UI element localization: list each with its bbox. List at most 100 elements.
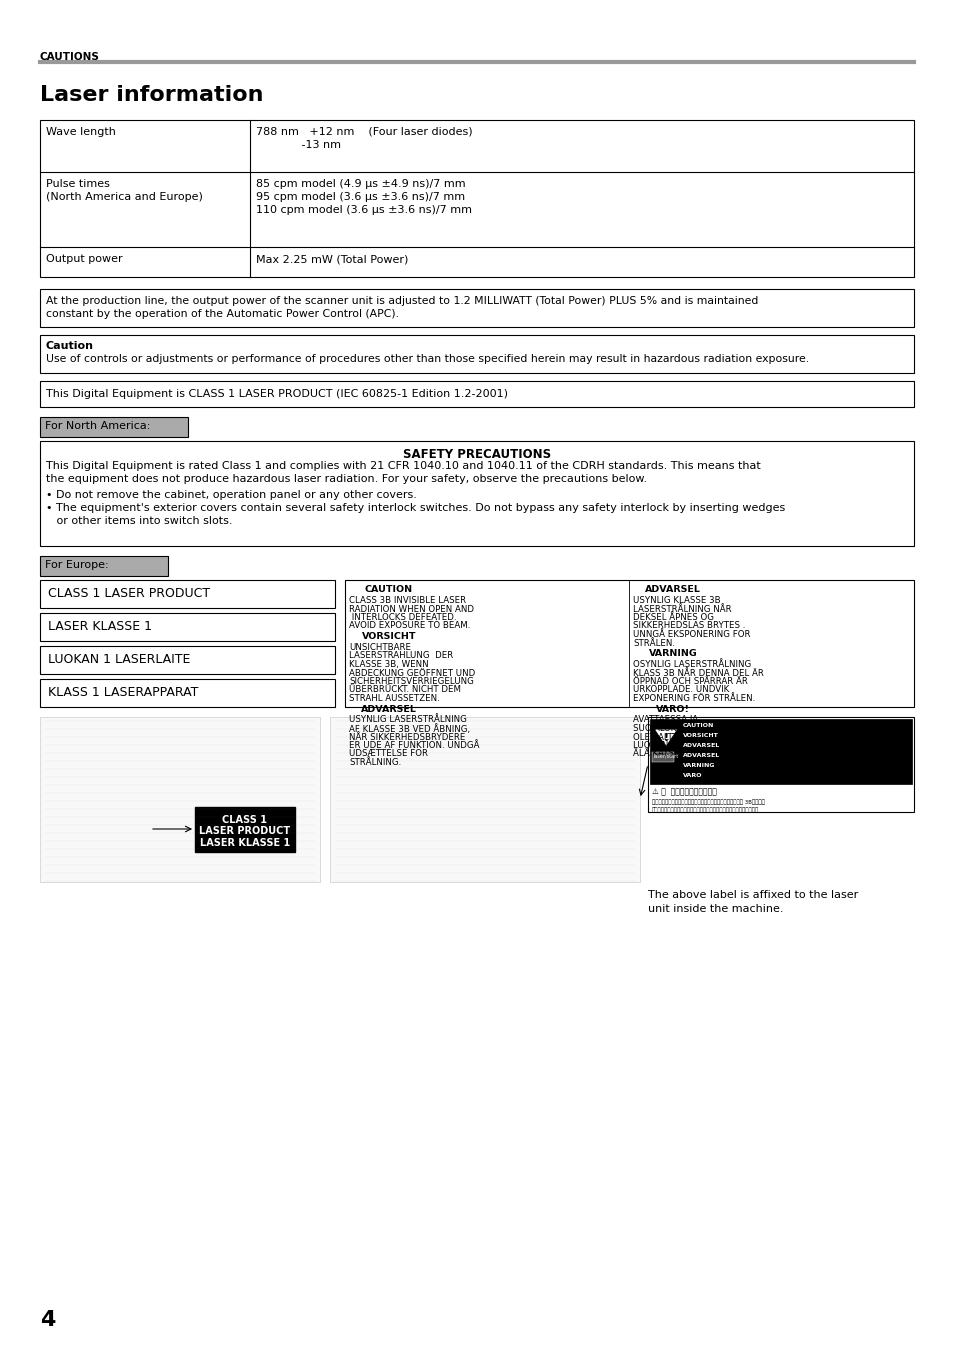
Text: LASERSTRÅLNING NÅR: LASERSTRÅLNING NÅR bbox=[633, 604, 731, 613]
Text: VARO: VARO bbox=[682, 773, 701, 778]
Text: AF KLASSE 3B VED ÅBNING,: AF KLASSE 3B VED ÅBNING, bbox=[349, 724, 470, 734]
Bar bbox=[40, 613, 335, 640]
Text: CLASS 1 LASER PRODUCT: CLASS 1 LASER PRODUCT bbox=[48, 586, 210, 600]
Text: The above label is affixed to the laser: The above label is affixed to the laser bbox=[647, 890, 858, 900]
Text: SICHERHEITSVERRIEGELUNG: SICHERHEITSVERRIEGELUNG bbox=[349, 677, 474, 686]
Text: VORSICHT: VORSICHT bbox=[361, 632, 416, 640]
Text: At the production line, the output power of the scanner unit is adjusted to 1.2 : At the production line, the output power… bbox=[46, 296, 758, 305]
Text: KLASS 1 LASERAPPARAT: KLASS 1 LASERAPPARAT bbox=[48, 686, 198, 698]
Text: 4: 4 bbox=[40, 1310, 55, 1329]
Text: This Digital Equipment is CLASS 1 LASER PRODUCT (IEC 60825-1 Edition 1.2-2001): This Digital Equipment is CLASS 1 LASER … bbox=[46, 389, 507, 399]
Text: For Europe:: For Europe: bbox=[45, 561, 109, 570]
Text: (North America and Europe): (North America and Europe) bbox=[46, 192, 203, 203]
Text: Use of controls or adjustments or performance of procedures other than those spe: Use of controls or adjustments or perfor… bbox=[46, 354, 808, 363]
Text: USYNLIG KLASSE 3B: USYNLIG KLASSE 3B bbox=[633, 596, 720, 605]
Text: Caution: Caution bbox=[46, 340, 94, 351]
Text: ⚠ 注  意（サービスマン用）: ⚠ 注 意（サービスマン用） bbox=[651, 788, 716, 796]
Bar bbox=[40, 557, 168, 576]
Text: VARNING: VARNING bbox=[648, 648, 697, 658]
Text: CAUTIONS: CAUTIONS bbox=[40, 51, 100, 62]
Text: CLASS 1: CLASS 1 bbox=[222, 815, 267, 825]
Text: VARO!: VARO! bbox=[656, 704, 689, 713]
Text: 95 cpm model (3.6 μs ±3.6 ns)/7 mm: 95 cpm model (3.6 μs ±3.6 ns)/7 mm bbox=[255, 192, 465, 203]
Bar bbox=[649, 719, 911, 784]
Text: SUOJALUKITUS OHITETTAESSA: SUOJALUKITUS OHITETTAESSA bbox=[633, 724, 762, 734]
Text: Output power: Output power bbox=[46, 254, 123, 263]
Text: UNNGÅ EKSPONERING FOR: UNNGÅ EKSPONERING FOR bbox=[633, 630, 750, 639]
Text: STRÅLEN.: STRÅLEN. bbox=[633, 639, 675, 647]
Text: LASERSTRAHLUNG  DER: LASERSTRAHLUNG DER bbox=[349, 651, 453, 661]
Text: OSYNLIG LASERSTRÅLNING: OSYNLIG LASERSTRÅLNING bbox=[633, 661, 750, 669]
Text: SIKKERHEDSLAS BRYTES .: SIKKERHEDSLAS BRYTES . bbox=[633, 621, 744, 631]
Text: • The equipment's exterior covers contain several safety interlock switches. Do : • The equipment's exterior covers contai… bbox=[46, 503, 784, 513]
Bar bbox=[194, 807, 294, 852]
Text: INTERLOCKS DEFEATED.: INTERLOCKS DEFEATED. bbox=[349, 613, 456, 621]
Text: KLASSE 3B, WENN: KLASSE 3B, WENN bbox=[349, 661, 428, 669]
Text: For North America:: For North America: bbox=[45, 422, 151, 431]
Text: 110 cpm model (3.6 μs ±3.6 ns)/7 mm: 110 cpm model (3.6 μs ±3.6 ns)/7 mm bbox=[255, 205, 472, 215]
Text: カバーを開けてインターロックを無効にした場合には、クラス 3Bレーザー: カバーを開けてインターロックを無効にした場合には、クラス 3Bレーザー bbox=[651, 798, 764, 805]
Text: Wave length: Wave length bbox=[46, 127, 115, 136]
Bar bbox=[40, 646, 335, 674]
Text: constant by the operation of the Automatic Power Control (APC).: constant by the operation of the Automat… bbox=[46, 309, 398, 319]
Text: RADIATION WHEN OPEN AND: RADIATION WHEN OPEN AND bbox=[349, 604, 474, 613]
Text: ÜBERBRÜCKT. NICHT DEM: ÜBERBRÜCKT. NICHT DEM bbox=[349, 685, 460, 694]
Text: !: ! bbox=[662, 734, 668, 743]
Text: DEKSEL ÅPNES OG: DEKSEL ÅPNES OG bbox=[633, 613, 713, 621]
Text: LUOKAN 3B LASERSÄTEILYLLE.: LUOKAN 3B LASERSÄTEILYLLE. bbox=[633, 740, 763, 750]
Text: • Do not remove the cabinet, operation panel or any other covers.: • Do not remove the cabinet, operation p… bbox=[46, 490, 416, 500]
Text: USYNLIG LASERSTRÅLNING: USYNLIG LASERSTRÅLNING bbox=[349, 716, 466, 724]
Text: ADVARSEL: ADVARSEL bbox=[682, 753, 720, 758]
Bar bbox=[40, 580, 335, 608]
Text: unit inside the machine.: unit inside the machine. bbox=[647, 904, 782, 915]
Text: CLASS 3B INVISIBLE LASER: CLASS 3B INVISIBLE LASER bbox=[349, 596, 466, 605]
Text: the equipment does not produce hazardous laser radiation. For your safety, obser: the equipment does not produce hazardous… bbox=[46, 474, 646, 484]
Text: -13 nm: -13 nm bbox=[255, 141, 340, 150]
Bar bbox=[40, 381, 913, 407]
Polygon shape bbox=[654, 730, 678, 747]
Text: LASER PRODUCT: LASER PRODUCT bbox=[199, 825, 291, 836]
Text: ADVARSEL: ADVARSEL bbox=[682, 743, 720, 748]
Text: 788 nm   +12 nm    (Four laser diodes): 788 nm +12 nm (Four laser diodes) bbox=[255, 127, 472, 136]
Text: URKOPPLADE. UNDVIK: URKOPPLADE. UNDVIK bbox=[633, 685, 728, 694]
Bar bbox=[651, 753, 673, 762]
Bar bbox=[40, 440, 913, 546]
Text: Max 2.25 mW (Total Power): Max 2.25 mW (Total Power) bbox=[255, 254, 408, 263]
Text: CAUTION: CAUTION bbox=[682, 723, 714, 728]
Text: VORSICHT: VORSICHT bbox=[682, 734, 718, 738]
Text: Laser information: Laser information bbox=[40, 85, 263, 105]
Text: STRÅLNING.: STRÅLNING. bbox=[349, 758, 401, 767]
Text: ADVARSEL: ADVARSEL bbox=[360, 704, 416, 713]
Text: EXPONERING FÖR STRÅLEN.: EXPONERING FÖR STRÅLEN. bbox=[633, 694, 755, 703]
Text: 85 cpm model (4.9 μs ±4.9 ns)/7 mm: 85 cpm model (4.9 μs ±4.9 ns)/7 mm bbox=[255, 178, 465, 189]
Text: UDSÆTTELSE FOR: UDSÆTTELSE FOR bbox=[349, 750, 428, 758]
Text: laser/start: laser/start bbox=[654, 754, 679, 759]
Bar bbox=[40, 717, 319, 882]
Text: AVATTAESSA JA: AVATTAESSA JA bbox=[633, 716, 698, 724]
Text: UNSICHTBARE: UNSICHTBARE bbox=[349, 643, 411, 653]
Text: LASER KLASSE 1: LASER KLASSE 1 bbox=[200, 838, 290, 848]
Text: AVOID EXPOSURE TO BEAM.: AVOID EXPOSURE TO BEAM. bbox=[349, 621, 470, 631]
Text: SAFETY PRECAUTIONS: SAFETY PRECAUTIONS bbox=[402, 449, 551, 461]
Text: VARNING: VARNING bbox=[682, 763, 715, 767]
Text: CAUTION: CAUTION bbox=[365, 585, 413, 594]
Text: ABDECKUNG GEÖFFNET UND: ABDECKUNG GEÖFFNET UND bbox=[349, 669, 475, 677]
Bar bbox=[40, 289, 913, 327]
Text: KLASS 3B NÅR DENNA DEL ÄR: KLASS 3B NÅR DENNA DEL ÄR bbox=[633, 669, 763, 677]
Text: NÅR SIKKERHEDSBRYDERE: NÅR SIKKERHEDSBRYDERE bbox=[349, 732, 465, 742]
Bar bbox=[40, 417, 188, 436]
Text: ÖPPNAD OCH SPÄRRAR ÄR: ÖPPNAD OCH SPÄRRAR ÄR bbox=[633, 677, 747, 686]
Bar bbox=[40, 335, 913, 373]
Bar bbox=[40, 680, 335, 707]
Text: LUOKAN 1 LASERLAITE: LUOKAN 1 LASERLAITE bbox=[48, 653, 191, 666]
Bar bbox=[330, 717, 639, 882]
Text: Pulse times: Pulse times bbox=[46, 178, 110, 189]
Text: or other items into switch slots.: or other items into switch slots. bbox=[46, 516, 233, 526]
Text: ÄLÄ KATSO SÄTEESEEN.: ÄLÄ KATSO SÄTEESEEN. bbox=[633, 750, 736, 758]
Text: ADVARSEL: ADVARSEL bbox=[644, 585, 700, 594]
Text: ER UDE AF FUNKTION. UNDGÅ: ER UDE AF FUNKTION. UNDGÅ bbox=[349, 740, 479, 750]
Text: STRAHL AUSSETZEN.: STRAHL AUSSETZEN. bbox=[349, 694, 439, 703]
Bar bbox=[345, 580, 913, 707]
Text: LASER KLASSE 1: LASER KLASSE 1 bbox=[48, 620, 152, 634]
Text: 放射の危険があります。レーザー光にさらされないようにしてください。: 放射の危険があります。レーザー光にさらされないようにしてください。 bbox=[651, 807, 759, 812]
